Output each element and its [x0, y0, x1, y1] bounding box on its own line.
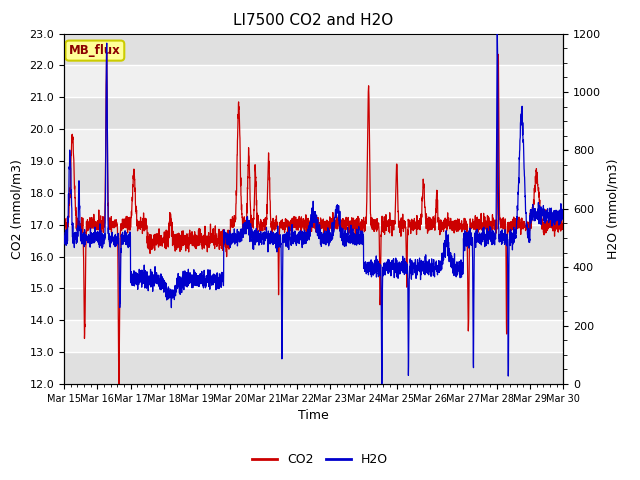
Y-axis label: H2O (mmol/m3): H2O (mmol/m3) — [607, 158, 620, 259]
Text: MB_flux: MB_flux — [69, 44, 121, 57]
Bar — [64, 65, 563, 97]
X-axis label: Time: Time — [298, 409, 329, 422]
Bar — [64, 34, 563, 65]
Bar — [64, 129, 563, 161]
Bar — [64, 225, 563, 257]
Bar — [64, 193, 563, 225]
Bar — [64, 352, 563, 384]
Bar — [64, 257, 563, 288]
Bar — [64, 320, 563, 352]
Y-axis label: CO2 (mmol/m3): CO2 (mmol/m3) — [11, 159, 24, 259]
Bar — [64, 161, 563, 193]
Title: LI7500 CO2 and H2O: LI7500 CO2 and H2O — [234, 13, 394, 28]
Bar — [64, 288, 563, 320]
Bar — [64, 97, 563, 129]
Legend: CO2, H2O: CO2, H2O — [247, 448, 393, 471]
